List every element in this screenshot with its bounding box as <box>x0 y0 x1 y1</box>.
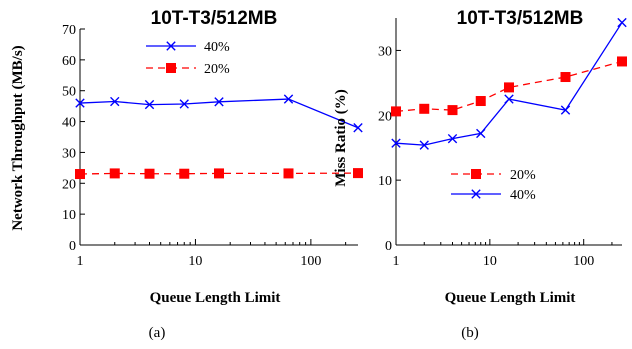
legend-label: 20% <box>204 62 230 77</box>
data-point-20pct <box>283 168 294 179</box>
data-point-40pct <box>214 97 224 107</box>
data-point-20pct <box>353 168 363 179</box>
data-point-40pct <box>391 138 401 148</box>
x-tick-label: 1 <box>393 254 400 269</box>
data-point-20pct <box>109 168 120 179</box>
y-tick-label: 50 <box>62 85 76 100</box>
y-axis-label: Network Throughput (MB/s) <box>10 45 26 230</box>
data-point-20pct <box>144 168 155 179</box>
legend: 20%40% <box>451 168 536 203</box>
x-axis-label: Queue Length Limit <box>445 290 576 306</box>
y-tick-label: 70 <box>62 23 76 38</box>
legend-marker <box>166 63 176 73</box>
data-point-20pct <box>504 82 514 93</box>
chart-title: 10T-T3/512MB <box>457 8 584 29</box>
y-tick-label: 60 <box>62 54 76 69</box>
x-tick-label: 10 <box>483 254 497 269</box>
y-tick-label: 10 <box>378 174 392 189</box>
y-tick-label: 20 <box>378 109 392 124</box>
legend-label: 40% <box>510 188 536 203</box>
data-point-40pct <box>110 96 120 107</box>
data-point-40pct <box>144 99 155 110</box>
data-point-20pct <box>179 168 190 179</box>
data-point-40pct <box>476 128 486 139</box>
legend: 40%20% <box>146 40 230 77</box>
y-tick-label: 10 <box>62 208 76 223</box>
data-point-20pct <box>75 169 85 180</box>
x-tick-label: 1 <box>77 254 84 269</box>
y-tick-label: 40 <box>62 116 76 131</box>
data-point-40pct <box>283 94 294 104</box>
chart-title: 10T-T3/512MB <box>151 8 278 29</box>
x-tick-label: 100 <box>573 254 594 269</box>
data-point-20pct <box>560 72 571 83</box>
data-point-20pct <box>447 105 458 116</box>
data-point-20pct <box>214 168 224 179</box>
data-point-40pct <box>419 140 429 150</box>
data-point-40pct <box>75 98 85 108</box>
x-tick-label: 10 <box>188 254 202 269</box>
y-tick-label: 0 <box>385 239 392 254</box>
data-point-40pct <box>447 133 458 144</box>
y-tick-label: 20 <box>62 177 76 192</box>
data-point-40pct <box>617 17 627 28</box>
y-tick-label: 0 <box>69 239 76 254</box>
subfigure-caption: (b) <box>461 325 479 341</box>
legend-marker <box>471 169 481 179</box>
data-point-20pct <box>617 56 627 67</box>
data-point-20pct <box>419 103 430 114</box>
legend-label: 20% <box>510 168 536 183</box>
legend-marker <box>471 189 481 199</box>
subfigure-caption: (a) <box>149 325 166 341</box>
series-line-40pct <box>79 98 359 129</box>
x-axis-label: Queue Length Limit <box>150 290 281 306</box>
y-axis-label: Miss Ratio (%) <box>333 89 349 187</box>
y-tick-label: 30 <box>378 44 392 59</box>
legend-label: 40% <box>204 40 230 55</box>
y-tick-label: 30 <box>62 146 76 161</box>
data-point-40pct <box>560 105 571 115</box>
x-tick-label: 100 <box>300 254 321 269</box>
data-point-40pct <box>353 123 363 133</box>
data-point-40pct <box>504 94 514 104</box>
legend-marker <box>166 41 176 51</box>
data-point-20pct <box>391 106 401 117</box>
data-point-20pct <box>475 96 486 107</box>
data-point-40pct <box>179 99 189 109</box>
